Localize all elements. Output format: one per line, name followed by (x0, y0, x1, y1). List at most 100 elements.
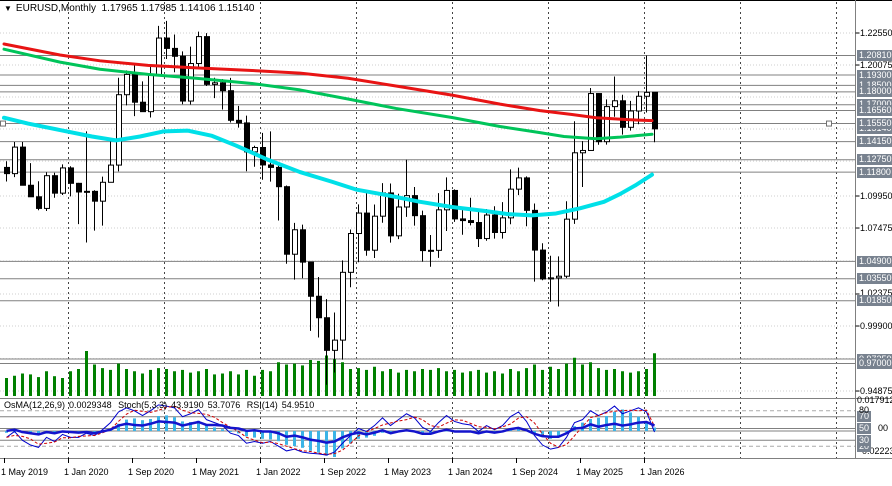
time-axis-label: 1 Jan 2024 (448, 467, 493, 477)
osma-label: OsMA(12,26,9) (4, 400, 66, 410)
volume-bar (549, 366, 552, 396)
candle-bullish (188, 63, 194, 102)
volume-bar (261, 369, 264, 396)
candle-bullish (572, 152, 578, 220)
volume-bar (581, 364, 584, 396)
price-level-label: 1.18000 (857, 86, 892, 98)
volume-bar (245, 369, 248, 396)
osma-bar (629, 412, 632, 431)
osma-bar (221, 429, 224, 431)
osma-bar (157, 416, 160, 431)
candle-bearish (172, 47, 178, 57)
candle-bearish (164, 37, 170, 49)
volume-bar (429, 369, 432, 396)
osma-bar (173, 417, 176, 431)
osma-bar (277, 431, 280, 442)
volume-bar (53, 376, 56, 396)
candle-bearish (316, 295, 322, 319)
volume-bar (93, 364, 96, 396)
volume-bar (149, 369, 152, 396)
volume-bar (413, 371, 416, 396)
osma-bar (189, 422, 192, 431)
osma-bar (349, 431, 352, 444)
volume-bar (213, 374, 216, 396)
price-level-label: 1.03550 (857, 273, 892, 285)
volume-bar (165, 369, 168, 396)
time-axis-label: 1 Sep 2022 (320, 467, 367, 477)
volume-bar (181, 369, 184, 396)
price-tick-label: 1.22550 (860, 27, 892, 38)
volume-bar (85, 351, 88, 396)
candle-bearish (284, 186, 290, 255)
rsi-label: RSI(14) (246, 400, 278, 410)
osma-bar (429, 431, 432, 434)
volume-bar (277, 362, 280, 396)
osma-bar (549, 431, 552, 439)
price-level-label: 1.04900 (857, 255, 892, 267)
volume-bar (333, 359, 336, 396)
volume-bar (437, 368, 440, 396)
candle-bullish (348, 233, 354, 273)
price-direction-down-icon: ▼ (4, 4, 12, 13)
candle-bullish (356, 212, 362, 235)
osma-bar (261, 431, 264, 439)
price-level-label: 1.19300 (857, 69, 892, 81)
time-axis-label: 1 Jan 2022 (256, 467, 301, 477)
indicator-label-line: OsMA(12,26,9) 0.0029348 Stoch(5,3,3) 43.91… (4, 400, 318, 410)
line-drag-handle[interactable] (0, 120, 6, 127)
main-chart-area[interactable] (0, 14, 856, 396)
candle-bearish (420, 215, 426, 252)
osma-bar (205, 424, 208, 431)
osma-bar (421, 431, 424, 433)
volume-bar (517, 371, 520, 396)
candle-bullish (116, 94, 122, 166)
candle-bullish (604, 106, 610, 143)
candle-bullish (196, 36, 202, 65)
volume-bar (37, 377, 40, 396)
quote-line: ▼ EURUSD,Monthly 1.17965 1.17985 1.14106 … (4, 3, 254, 14)
osma-bar (517, 428, 520, 431)
candle-bullish (644, 91, 650, 97)
volume-bar (117, 363, 120, 396)
price-level-label: 1.15550 (857, 118, 892, 130)
volume-bar (125, 369, 128, 396)
price-tick-label: 1.07475 (860, 222, 892, 233)
candle-bullish (124, 73, 130, 96)
symbol-period-label: EURUSD,Monthly (15, 3, 96, 14)
volume-bar (397, 372, 400, 396)
rsi-line (6, 420, 656, 444)
volume-bar (285, 364, 288, 396)
candle-bullish (340, 271, 346, 341)
volume-bar (533, 364, 536, 396)
candle-bearish (28, 184, 34, 198)
volume-bar (405, 369, 408, 396)
osma-bar (533, 431, 536, 434)
osma-bar (597, 417, 600, 431)
candle-bearish (388, 192, 394, 237)
indicator-level-label: 30 (857, 434, 872, 446)
volume-bar (453, 369, 456, 396)
volume-bar (205, 369, 208, 396)
candle-bearish (4, 166, 10, 175)
price-level-label: 1.12750 (857, 154, 892, 166)
volume-bar (133, 371, 136, 396)
osma-bar (269, 431, 272, 440)
osma-bar (197, 420, 200, 431)
candle-bullish (292, 229, 298, 255)
volume-bar (541, 369, 544, 396)
volume-bar (421, 369, 424, 396)
osma-bar (229, 431, 232, 432)
volume-bar (109, 369, 112, 396)
line-drag-handle[interactable] (826, 120, 832, 127)
volume-bar (141, 373, 144, 396)
candle-bearish (36, 196, 42, 209)
volume-bar (341, 362, 344, 396)
volume-bar (189, 372, 192, 396)
candle-bearish (476, 222, 482, 240)
candle-bullish (332, 339, 338, 351)
volume-bar (589, 362, 592, 396)
volume-bar (653, 353, 656, 396)
osma-bar (37, 431, 40, 435)
volume-bar (197, 371, 200, 396)
volume-bar (621, 371, 624, 396)
